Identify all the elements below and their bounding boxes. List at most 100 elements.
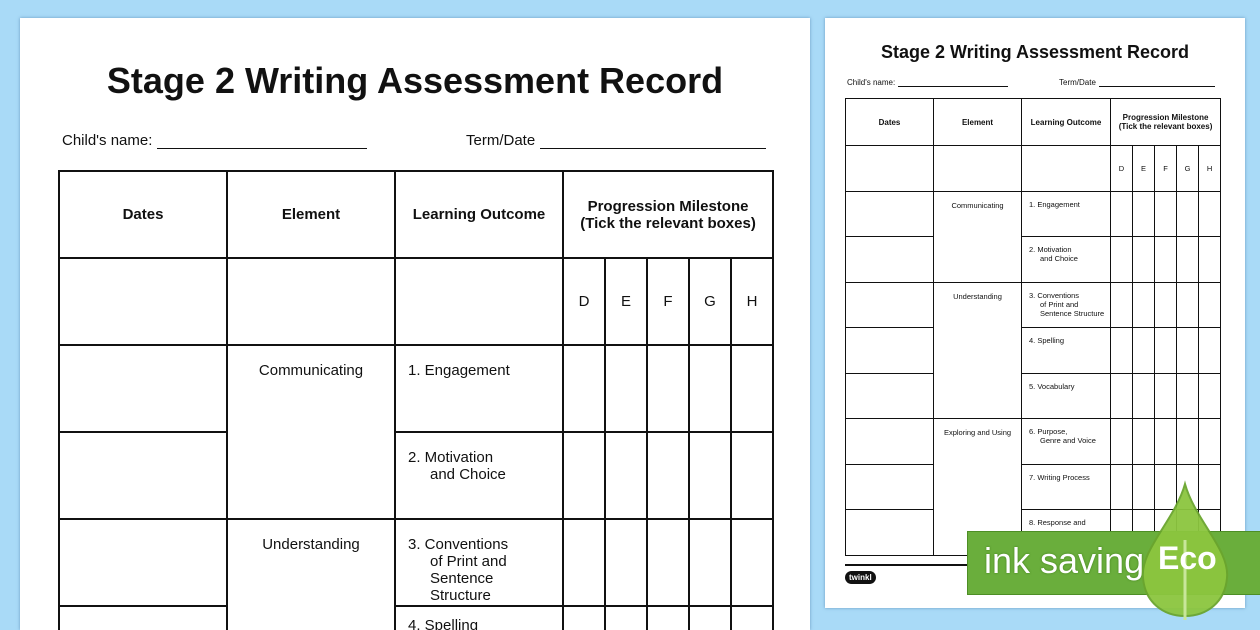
date-cell[interactable] [58, 344, 228, 433]
element-cell: Communicating [933, 190, 1022, 283]
tick-box[interactable] [604, 431, 648, 520]
tick-box[interactable] [1176, 190, 1199, 237]
tick-box[interactable] [646, 518, 690, 607]
tick-box[interactable] [1197, 236, 1222, 283]
date-cell[interactable] [845, 418, 934, 465]
tick-box[interactable] [688, 431, 732, 520]
tick-box[interactable] [1197, 418, 1222, 465]
tick-box[interactable] [729, 518, 775, 607]
tick-box[interactable] [604, 344, 648, 433]
tick-box[interactable] [729, 605, 775, 630]
tick-box[interactable] [1110, 281, 1133, 328]
tick-box[interactable] [1132, 236, 1155, 283]
date-cell[interactable] [58, 605, 228, 630]
empty-cell [933, 145, 1022, 192]
tick-box[interactable] [1132, 418, 1155, 465]
tick-box[interactable] [646, 605, 690, 630]
table-row: Exploring and Using 6. Purpose, Genre and… [845, 418, 1222, 556]
tick-box[interactable] [604, 518, 648, 607]
header-learning-outcome: Learning Outcome [394, 170, 564, 259]
tick-box[interactable] [562, 344, 606, 433]
header-element: Element [226, 170, 396, 259]
tick-box[interactable] [729, 344, 775, 433]
childs-name-label: Child's name: [847, 78, 896, 87]
learning-outcome-cell: 3. Conventions of Print and Sentence Str… [394, 518, 564, 607]
tick-box[interactable] [1132, 190, 1155, 237]
header-learning-outcome: Learning Outcome [1021, 98, 1111, 146]
twinkl-logo: twinkl [845, 571, 876, 584]
milestone-level-G: G [1176, 145, 1199, 192]
tick-box[interactable] [1154, 418, 1177, 465]
tick-box[interactable] [1197, 372, 1222, 419]
tick-box[interactable] [1110, 236, 1133, 283]
header-dates: Dates [845, 98, 934, 146]
tick-box[interactable] [1154, 190, 1177, 237]
tick-box[interactable] [1110, 372, 1133, 419]
tick-box[interactable] [1110, 463, 1133, 510]
tick-box[interactable] [1132, 372, 1155, 419]
tick-box[interactable] [1197, 327, 1222, 374]
tick-box[interactable] [1110, 190, 1133, 237]
table-row: Communicating 1. Engagement [58, 344, 775, 520]
term-date-field: Term/Date [466, 132, 767, 149]
date-cell[interactable] [845, 372, 934, 419]
learning-outcome-cell: 7. Writing Process [1021, 463, 1111, 510]
childs-name-line [157, 148, 368, 149]
tick-box[interactable] [1176, 281, 1199, 328]
milestone-level-D: D [1110, 145, 1133, 192]
tick-box[interactable] [1176, 372, 1199, 419]
tick-box[interactable] [604, 605, 648, 630]
tick-box[interactable] [1176, 327, 1199, 374]
term-date-label: Term/Date [1059, 78, 1096, 87]
tick-box[interactable] [646, 431, 690, 520]
empty-cell [58, 257, 228, 346]
date-cell[interactable] [845, 281, 934, 328]
tick-box[interactable] [1154, 236, 1177, 283]
tick-box[interactable] [1110, 327, 1133, 374]
empty-cell [1021, 145, 1111, 192]
learning-outcome-cell: 3. Conventions of Print and Sentence Str… [1021, 281, 1111, 328]
tick-box[interactable] [1197, 281, 1222, 328]
table-row: 2. Motivation and Choice [58, 431, 775, 520]
element-cell: Understanding [933, 281, 1022, 419]
date-cell[interactable] [845, 509, 934, 556]
tick-box[interactable] [1110, 418, 1133, 465]
tick-box[interactable] [1154, 281, 1177, 328]
tick-box[interactable] [729, 431, 775, 520]
page-title: Stage 2 Writing Assessment Record [106, 60, 724, 101]
tick-box[interactable] [688, 605, 732, 630]
ink-saving-label: ink saving [984, 540, 1145, 581]
date-cell[interactable] [845, 463, 934, 510]
element-cell: Understanding [226, 518, 396, 630]
childs-name-label: Child's name: [62, 132, 153, 149]
learning-outcome-cell: 5. Vocabulary [1021, 372, 1111, 419]
learning-outcome-cell: 2. Motivation and Choice [394, 431, 564, 520]
tick-box[interactable] [562, 518, 606, 607]
date-cell[interactable] [58, 518, 228, 607]
date-cell[interactable] [845, 236, 934, 283]
tick-box[interactable] [688, 518, 732, 607]
header-row: Dates Element Learning Outcome Progression … [845, 98, 1222, 146]
tick-box[interactable] [1154, 327, 1177, 374]
tick-box[interactable] [1132, 281, 1155, 328]
milestone-level-H: H [1197, 145, 1222, 192]
learning-outcome-cell: 2. Motivation and Choice [1021, 236, 1111, 283]
date-cell[interactable] [58, 431, 228, 520]
table-row: 5. Vocabulary [845, 372, 1222, 419]
milestone-level-H: H [729, 257, 775, 346]
tick-box[interactable] [646, 344, 690, 433]
tick-box[interactable] [1176, 418, 1199, 465]
assessment-table: Dates Element Learning Outcome Progression … [845, 98, 1222, 556]
tick-box[interactable] [562, 431, 606, 520]
tick-box[interactable] [562, 605, 606, 630]
date-cell[interactable] [845, 190, 934, 237]
term-date-label: Term/Date [466, 132, 536, 149]
tick-box[interactable] [1176, 236, 1199, 283]
tick-box[interactable] [1132, 327, 1155, 374]
table-row: 2. Motivation and Choice [845, 236, 1222, 283]
date-cell[interactable] [845, 327, 934, 374]
tick-box[interactable] [688, 344, 732, 433]
tick-box[interactable] [1197, 190, 1222, 237]
tick-box[interactable] [1154, 372, 1177, 419]
learning-outcome-cell: 1. Engagement [394, 344, 564, 433]
